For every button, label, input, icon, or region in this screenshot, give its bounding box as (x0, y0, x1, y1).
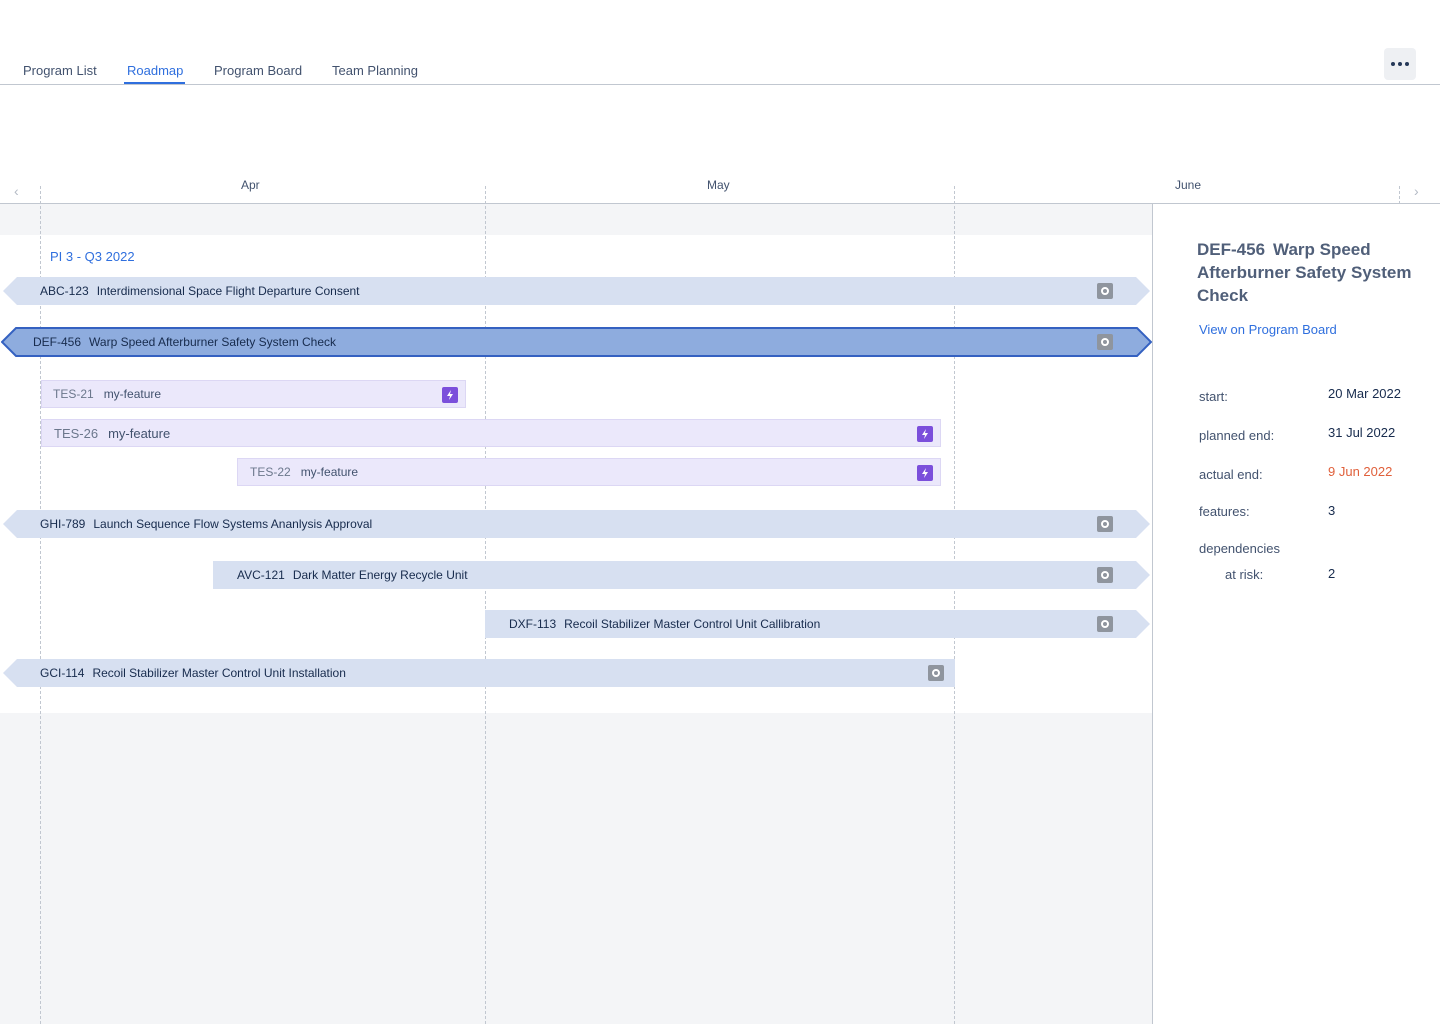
planned-end-value: 31 Jul 2022 (1328, 425, 1396, 440)
grid-line (1399, 186, 1400, 204)
status-icon[interactable] (1097, 616, 1113, 632)
features-value: 3 (1328, 503, 1336, 518)
status-icon[interactable] (928, 665, 944, 681)
feature-bar[interactable]: TES-22 my-feature (237, 458, 941, 486)
feature-title: my-feature (300, 465, 359, 479)
lightning-icon (917, 465, 933, 481)
more-options-button[interactable] (1384, 48, 1416, 80)
epic-key: GHI-789 (40, 517, 86, 531)
feature-title: my-feature (103, 387, 162, 401)
epic-title: Warp Speed Afterburner Safety System Che… (89, 335, 337, 349)
tab-program-list[interactable]: Program List (23, 63, 97, 78)
status-icon[interactable] (1097, 567, 1113, 583)
panel-title: DEF-456 Warp Speed Afterburner Safety Sys… (1197, 238, 1417, 307)
more-horizontal-icon (1391, 62, 1395, 66)
epic-bar[interactable]: GHI-789 Launch Sequence Flow Systems Ana… (3, 510, 1150, 538)
features-label: features: (1199, 504, 1250, 519)
feature-title: my-feature (108, 425, 171, 441)
epic-detail-panel: DEF-456 Warp Speed Afterburner Safety Sys… (1152, 204, 1440, 1024)
chevron-left-icon[interactable]: ‹ (14, 183, 19, 199)
epic-bar[interactable]: GCI-114 Recoil Stabilizer Master Control… (3, 659, 955, 687)
epic-key: AVC-121 (237, 568, 285, 582)
feature-key: TES-26 (54, 425, 99, 441)
epic-key: DXF-113 (509, 617, 557, 631)
actual-end-value: 9 Jun 2022 (1328, 464, 1393, 479)
chevron-right-icon[interactable]: › (1414, 183, 1419, 199)
tab-program-board[interactable]: Program Board (214, 63, 303, 78)
start-label: start: (1199, 389, 1228, 404)
epic-key: ABC-123 (40, 284, 89, 298)
feature-bar[interactable]: TES-21 my-feature (41, 380, 466, 408)
planned-end-label: planned end: (1199, 428, 1275, 443)
epic-bar[interactable]: DXF-113 Recoil Stabilizer Master Control… (485, 610, 1150, 638)
tab-team-planning[interactable]: Team Planning (332, 63, 418, 78)
at-risk-value: 2 (1328, 566, 1336, 581)
status-icon[interactable] (1097, 334, 1113, 350)
tab-roadmap[interactable]: Roadmap (123, 63, 186, 84)
month-label-june: June (1175, 178, 1202, 192)
grid-line (485, 186, 486, 1024)
epic-bar-selected[interactable]: DEF-456 Warp Speed Afterburner Safety Sy… (1, 327, 1152, 357)
actual-end-label: actual end: (1199, 467, 1263, 482)
epic-title: Recoil Stabilizer Master Control Unit In… (92, 666, 346, 680)
epic-title: Recoil Stabilizer Master Control Unit Ca… (564, 617, 821, 631)
epic-bar[interactable]: AVC-121 Dark Matter Energy Recycle Unit (213, 561, 1150, 589)
epic-title: Interdimensional Space Flight Departure … (96, 284, 360, 298)
epic-title: Launch Sequence Flow Systems Ananlysis A… (93, 517, 373, 531)
epic-key: DEF-456 (33, 335, 82, 349)
lightning-icon (442, 387, 458, 403)
at-risk-label: at risk: (1225, 567, 1264, 582)
nav-tabs: Program List Roadmap Program Board Team … (0, 0, 1440, 85)
view-on-program-board-link[interactable]: View on Program Board (1199, 322, 1337, 337)
panel-epic-key: DEF-456 (1197, 240, 1266, 259)
epic-key: GCI-114 (40, 666, 85, 680)
month-label-apr: Apr (241, 178, 260, 192)
feature-key: TES-22 (250, 465, 291, 479)
status-icon[interactable] (1097, 516, 1113, 532)
lightning-icon (917, 426, 933, 442)
epic-bar[interactable]: ABC-123 Interdimensional Space Flight De… (3, 277, 1150, 305)
feature-bar[interactable]: TES-26 my-feature (41, 419, 941, 447)
month-label-may: May (707, 178, 730, 192)
timeline-header: ‹ Apr May June › (0, 170, 1440, 204)
status-icon[interactable] (1097, 283, 1113, 299)
grid-line (954, 186, 955, 1024)
grid-line (40, 186, 41, 1024)
dependencies-label: dependencies (1199, 541, 1280, 556)
panel-epic-title: Warp Speed Afterburner Safety System Che… (1197, 240, 1412, 305)
program-increment-label: PI 3 - Q3 2022 (50, 249, 135, 264)
start-value: 20 Mar 2022 (1328, 386, 1401, 401)
feature-key: TES-21 (53, 387, 94, 401)
epic-title: Dark Matter Energy Recycle Unit (292, 568, 468, 582)
